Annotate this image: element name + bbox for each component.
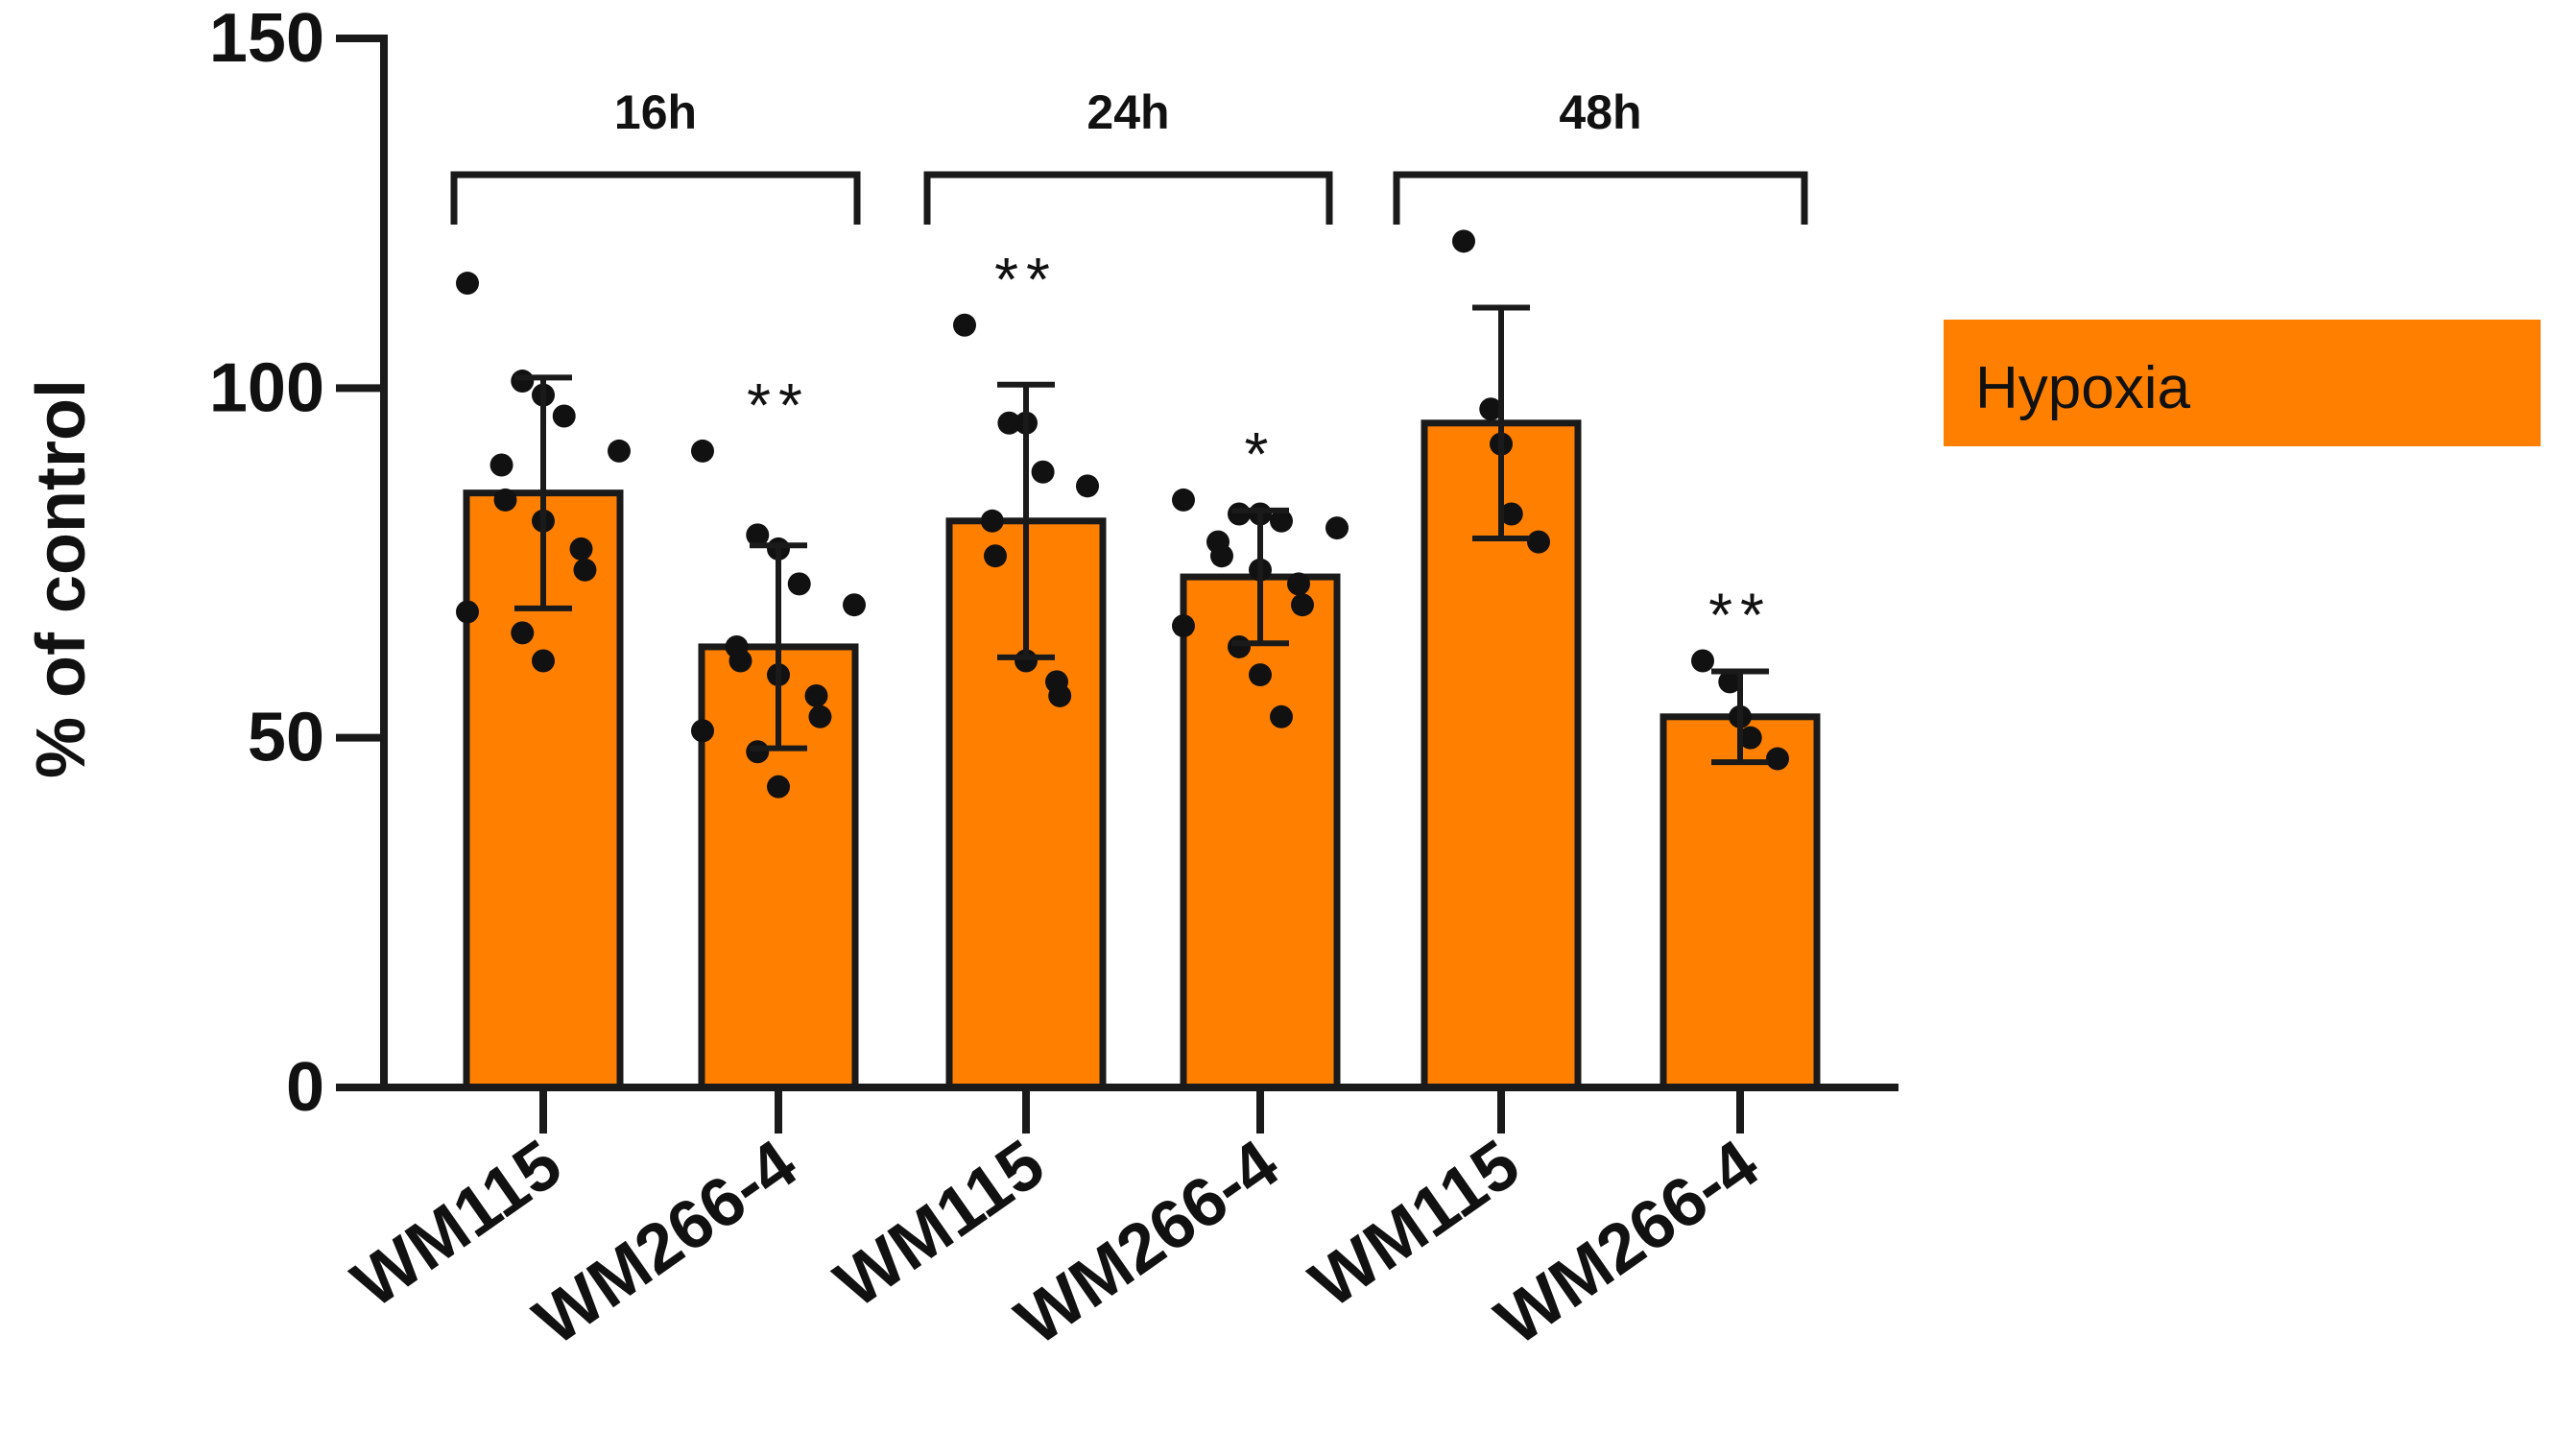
data-point: [1766, 747, 1789, 771]
data-point: [843, 593, 866, 617]
y-tick-label: 100: [209, 349, 324, 426]
data-point: [1479, 397, 1503, 421]
y-tick-label: 50: [248, 700, 324, 776]
legend: Hypoxia: [1944, 320, 2541, 446]
data-point: [984, 544, 1007, 568]
data-point: [767, 775, 790, 799]
data-point: [1691, 649, 1714, 673]
data-point: [1527, 530, 1550, 554]
bar-wm115-4: [1421, 419, 1582, 1091]
group-label: 24h: [1086, 85, 1169, 139]
data-point: [1031, 460, 1055, 484]
data-point: [746, 740, 770, 764]
data-point: [953, 313, 976, 337]
data-point: [728, 649, 752, 673]
data-point: [1172, 614, 1195, 638]
significance-marker: *: [1245, 419, 1277, 489]
data-point: [1210, 544, 1233, 568]
data-point: [1287, 572, 1310, 596]
data-point: [511, 621, 535, 645]
data-point: [1076, 474, 1099, 498]
data-point: [456, 600, 479, 624]
data-point: [1499, 502, 1523, 526]
data-point: [1270, 704, 1293, 728]
x-tick-label: WM266-4: [1483, 1126, 1773, 1361]
data-point: [456, 272, 479, 296]
group-bracket: [1393, 171, 1808, 225]
y-axis-label: % of control: [23, 379, 100, 778]
data-point: [1270, 509, 1293, 533]
significance-marker: **: [994, 245, 1058, 314]
data-point: [569, 537, 593, 561]
data-point: [573, 558, 597, 582]
group-bracket: [923, 171, 1333, 225]
data-point: [1452, 229, 1475, 253]
significance-marker: **: [747, 370, 810, 440]
data-point: [997, 411, 1021, 435]
y-tick-label: 150: [209, 0, 324, 77]
x-tick-label: WM266-4: [1003, 1126, 1293, 1361]
y-tick-label: 0: [286, 1049, 324, 1126]
data-point: [1738, 726, 1762, 750]
data-point: [490, 453, 513, 477]
data-point: [1291, 593, 1314, 617]
data-point: [808, 704, 832, 728]
data-point: [1249, 663, 1272, 687]
significance-marker: **: [1708, 581, 1772, 650]
data-point: [1718, 670, 1742, 694]
data-point: [746, 523, 770, 547]
data-point: [1228, 634, 1251, 658]
group-label: 48h: [1559, 85, 1641, 139]
legend-swatch-hypoxia: [1944, 320, 2541, 446]
data-point: [1325, 516, 1349, 540]
bar-wm266-4-3: [1180, 573, 1341, 1091]
x-tick-label: WM266-4: [521, 1126, 811, 1361]
data-point: [980, 509, 1004, 533]
data-point: [1228, 502, 1251, 526]
group-label: 16h: [614, 85, 697, 139]
data-point: [532, 649, 555, 673]
data-point: [552, 404, 576, 428]
data-point: [691, 719, 714, 743]
data-point: [804, 683, 828, 707]
data-point: [493, 488, 517, 512]
data-point: [1048, 683, 1072, 707]
data-point: [1172, 488, 1195, 512]
group-bracket: [450, 171, 861, 225]
bar-wm266-4-5: [1660, 713, 1821, 1091]
data-point: [691, 439, 714, 463]
data-point: [787, 572, 811, 596]
data-point: [608, 439, 631, 463]
data-point: [511, 370, 535, 394]
legend-label-hypoxia: Hypoxia: [1975, 355, 2191, 421]
